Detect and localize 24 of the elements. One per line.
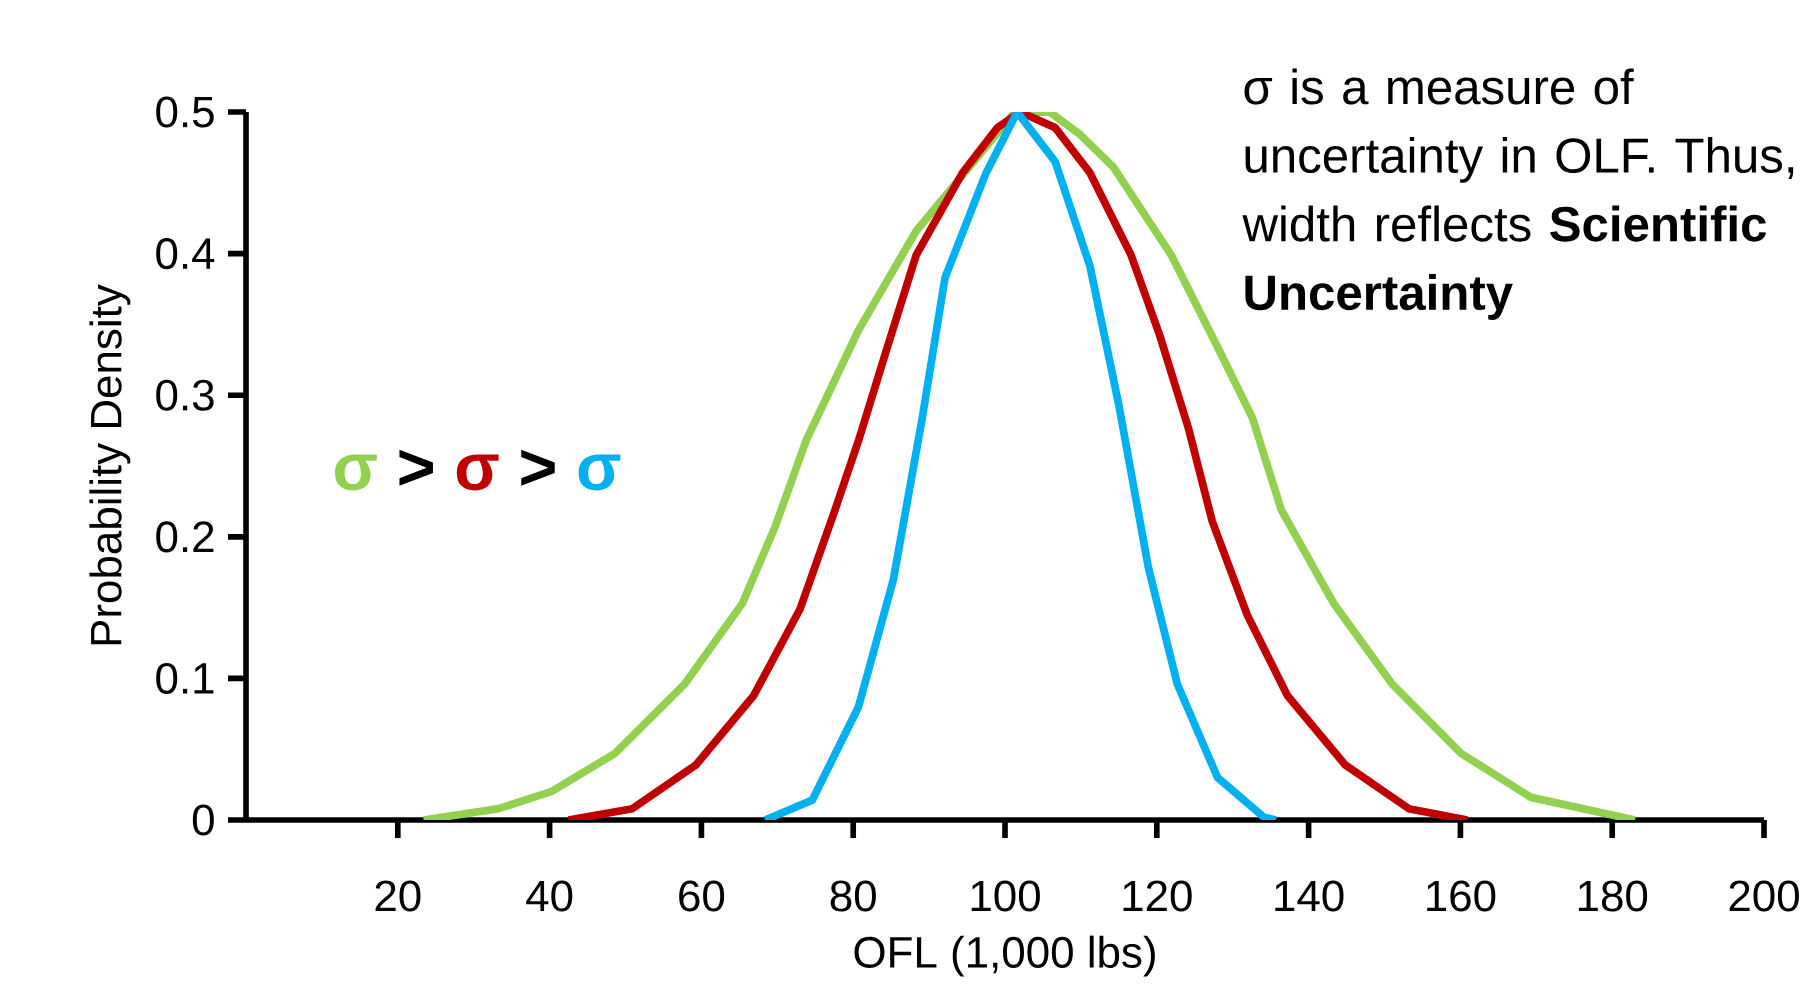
y-tick-label: 0 [192,804,214,836]
y-tick-label: 0.5 [156,96,214,128]
x-tick-label: 40 [526,880,573,912]
x-tick-label: 60 [679,880,725,912]
x-tick-label: 20 [375,880,421,912]
text: σ [578,454,621,491]
text: σ [335,454,377,491]
y-tick-label: 0.2 [156,521,214,553]
x-tick-label: 100 [971,880,1040,912]
x-tick-label: 120 [1123,880,1192,912]
annotation: σ is a measure of uncertainty in OLF. Thus, width reflects Scientific Uncertainty [1242,68,1794,320]
x-tick-label: 140 [1275,880,1344,912]
y-tick-label: 0.4 [156,238,215,270]
annotation: > [399,449,433,486]
x-tick-label: 80 [830,880,876,912]
y-tick-label: 0.1 [156,662,214,694]
x-axis-title: OFL (1,000 lbs) [854,935,1155,977]
x-tick-label: 160 [1427,880,1496,912]
annotation: > [521,449,555,486]
y-tick-label: 0.3 [156,379,214,411]
x-tick-label: 180 [1578,880,1648,912]
y-axis-title: Probability Density [89,284,131,645]
x-tick-label: 200 [1729,880,1799,912]
text: σ [456,454,499,491]
